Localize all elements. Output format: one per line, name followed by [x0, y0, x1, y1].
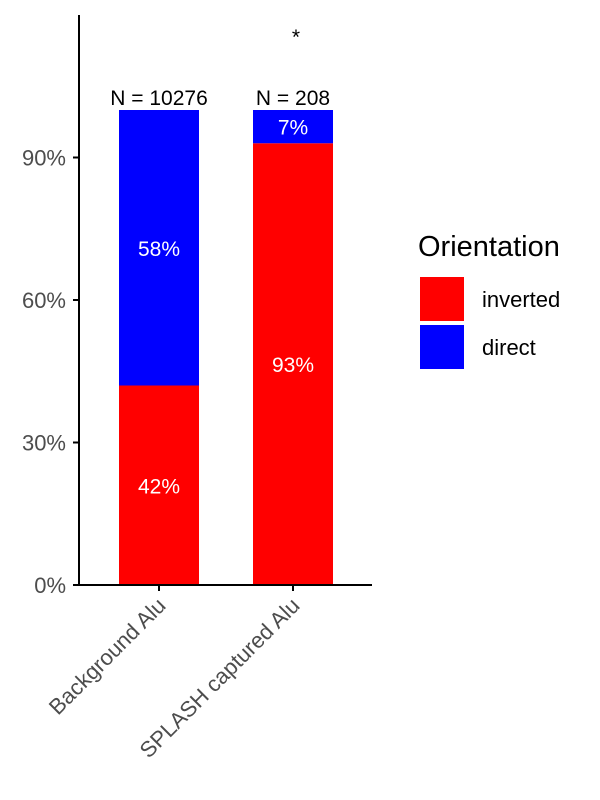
bar-value-label: 58%	[138, 238, 180, 261]
y-tick-label: 0%	[34, 573, 66, 598]
legend-label-direct: direct	[482, 335, 536, 360]
bar-direct	[119, 110, 199, 386]
legend-title: Orientation	[418, 231, 560, 263]
bar-direct	[253, 110, 333, 144]
legend: Orientation inverted direct	[418, 231, 560, 369]
bar-value-label: 93%	[272, 354, 314, 377]
x-tick-label: Background Alu	[44, 593, 171, 720]
legend-key-direct	[420, 325, 464, 369]
y-axis: 0% 30% 60% 90%	[22, 15, 80, 598]
y-tick-label: 60%	[22, 288, 66, 313]
sample-size-label: N = 10276	[110, 87, 208, 110]
sample-size-label: N = 208	[256, 87, 330, 110]
bar-value-label: 7%	[278, 117, 308, 140]
bar-value-label: 42%	[138, 475, 180, 498]
plot-area: 42% 58% N = 10276 93% 7% N = 208 *	[110, 26, 333, 585]
y-tick-label: 30%	[22, 431, 66, 456]
legend-label-inverted: inverted	[482, 287, 560, 312]
legend-key-inverted	[420, 277, 464, 321]
significance-marker: *	[292, 26, 300, 49]
y-tick-label: 90%	[22, 146, 66, 171]
bar-inverted	[119, 385, 199, 585]
bar-inverted	[253, 143, 333, 585]
